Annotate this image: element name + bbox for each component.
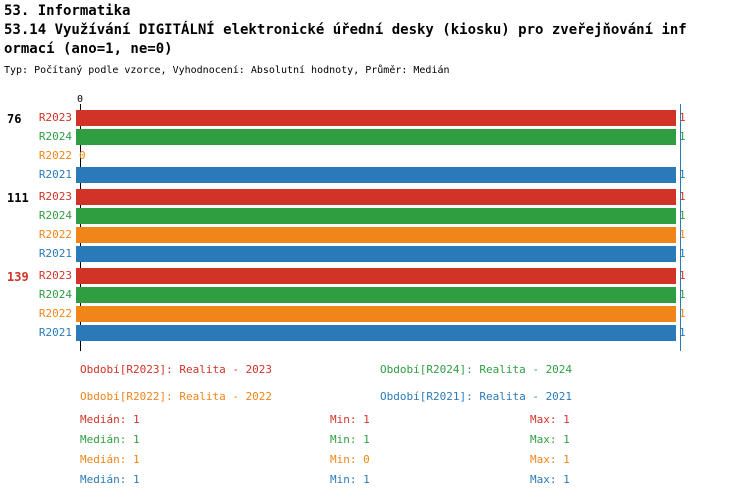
stat-min-r2022: Min: 0: [330, 453, 370, 466]
bar-value-label: 0: [79, 149, 86, 162]
bar-row-label: R2024: [38, 209, 72, 222]
bar-value-label: 1: [679, 307, 686, 320]
bar: [76, 129, 676, 145]
bar-row-label: R2021: [38, 326, 72, 339]
legend-item-r2022: Období[R2022]: Realita - 2022: [80, 390, 273, 403]
bar-track: 1: [76, 306, 686, 322]
bar-row-label: R2024: [38, 130, 72, 143]
stat-min-r2021: Min: 1: [330, 473, 370, 486]
stat-min-r2024: Min: 1: [330, 433, 370, 446]
bar-row: R2021 1: [0, 246, 750, 262]
bar-row-label: R2022: [38, 228, 72, 241]
bar-track: 1: [76, 129, 686, 145]
chart-title: 53. Informatika: [4, 3, 131, 19]
bar-row: R2024 1: [0, 208, 750, 224]
chart-header: 53. Informatika 53.14 Využívání DIGITÁLN…: [4, 2, 687, 76]
bar-row: R2022 0: [0, 148, 750, 164]
bar: [76, 246, 676, 262]
bar: [76, 287, 676, 303]
bar-row: R2024 1: [0, 129, 750, 145]
group-label: 139: [7, 270, 29, 284]
bar: [76, 325, 676, 341]
bar-value-label: 1: [679, 209, 686, 222]
bar-row-label: R2023: [38, 269, 72, 282]
bar: [76, 268, 676, 284]
stat-max-r2024: Max: 1: [530, 433, 570, 446]
bar-track: 1: [76, 208, 686, 224]
stat-min-r2023: Min: 1: [330, 413, 370, 426]
bar-value-label: 1: [679, 326, 686, 339]
bar-row-label: R2022: [38, 307, 72, 320]
chart-subtitle-line2: ormací (ano=1, ne=0): [4, 41, 173, 57]
bar-group: 139 R2023 1 R2024 1 R2022 1: [0, 268, 750, 341]
median-line: [680, 104, 681, 351]
bar-value-label: 1: [679, 247, 686, 260]
bar-chart: 0 76 R2023 1 R2024 1 R2022: [0, 94, 750, 351]
stat-median-r2024: Medián: 1: [80, 433, 140, 446]
bar: [76, 189, 676, 205]
bar: [76, 167, 676, 183]
bar-row: R2022 1: [0, 227, 750, 243]
bar-row: R2024 1: [0, 287, 750, 303]
bar-value-label: 1: [679, 228, 686, 241]
group-label: 111: [7, 191, 29, 205]
bar-value-label: 1: [679, 168, 686, 181]
bar-track: 1: [76, 227, 686, 243]
bar-row-label: R2023: [38, 190, 72, 203]
bar-row-label: R2024: [38, 288, 72, 301]
bar-track: 0: [76, 148, 676, 164]
bar-track: 1: [76, 110, 686, 126]
bar-row: R2023 1: [0, 268, 750, 284]
bar-row-label: R2022: [38, 149, 72, 162]
bar-row: R2021 1: [0, 167, 750, 183]
stat-median-r2023: Medián: 1: [80, 413, 140, 426]
bar-group: 111 R2023 1 R2024 1 R2022 1: [0, 189, 750, 262]
bar-track: 1: [76, 325, 686, 341]
bar-value-label: 1: [679, 130, 686, 143]
bar-track: 1: [76, 287, 686, 303]
bar-row-label: R2023: [38, 111, 72, 124]
stat-max-r2023: Max: 1: [530, 413, 570, 426]
stat-max-r2022: Max: 1: [530, 453, 570, 466]
stat-median-r2021: Medián: 1: [80, 473, 140, 486]
legend-item-r2021: Období[R2021]: Realita - 2021: [380, 390, 573, 403]
bar-row: R2023 1: [0, 189, 750, 205]
bar-row-label: R2021: [38, 168, 72, 181]
bar-track: 1: [76, 246, 686, 262]
bar-row: R2023 1: [0, 110, 750, 126]
chart-subtitle-line1: 53.14 Využívání DIGITÁLNÍ elektronické ú…: [4, 22, 687, 38]
bar-group: 76 R2023 1 R2024 1 R2022 0: [0, 110, 750, 183]
bar-track: 1: [76, 167, 686, 183]
x-axis-origin-label: 0: [76, 94, 84, 105]
bar: [76, 306, 676, 322]
legend-item-r2023: Období[R2023]: Realita - 2023: [80, 363, 273, 376]
group-label: 76: [7, 112, 22, 126]
bar-track: 1: [76, 268, 686, 284]
bar-value-label: 1: [679, 288, 686, 301]
chart-meta: Typ: Počítaný podle vzorce, Vyhodnocení:…: [4, 65, 450, 76]
bar-value-label: 1: [679, 269, 686, 282]
stat-max-r2021: Max: 1: [530, 473, 570, 486]
bar: [76, 227, 676, 243]
bar: [76, 110, 676, 126]
stat-median-r2022: Medián: 1: [80, 453, 140, 466]
bar-value-label: 1: [679, 111, 686, 124]
bar-value-label: 1: [679, 190, 686, 203]
bar-track: 1: [76, 189, 686, 205]
bar-row-label: R2021: [38, 247, 72, 260]
bar-row: R2022 1: [0, 306, 750, 322]
bar-row: R2021 1: [0, 325, 750, 341]
legend-item-r2024: Období[R2024]: Realita - 2024: [380, 363, 573, 376]
bar: [76, 208, 676, 224]
